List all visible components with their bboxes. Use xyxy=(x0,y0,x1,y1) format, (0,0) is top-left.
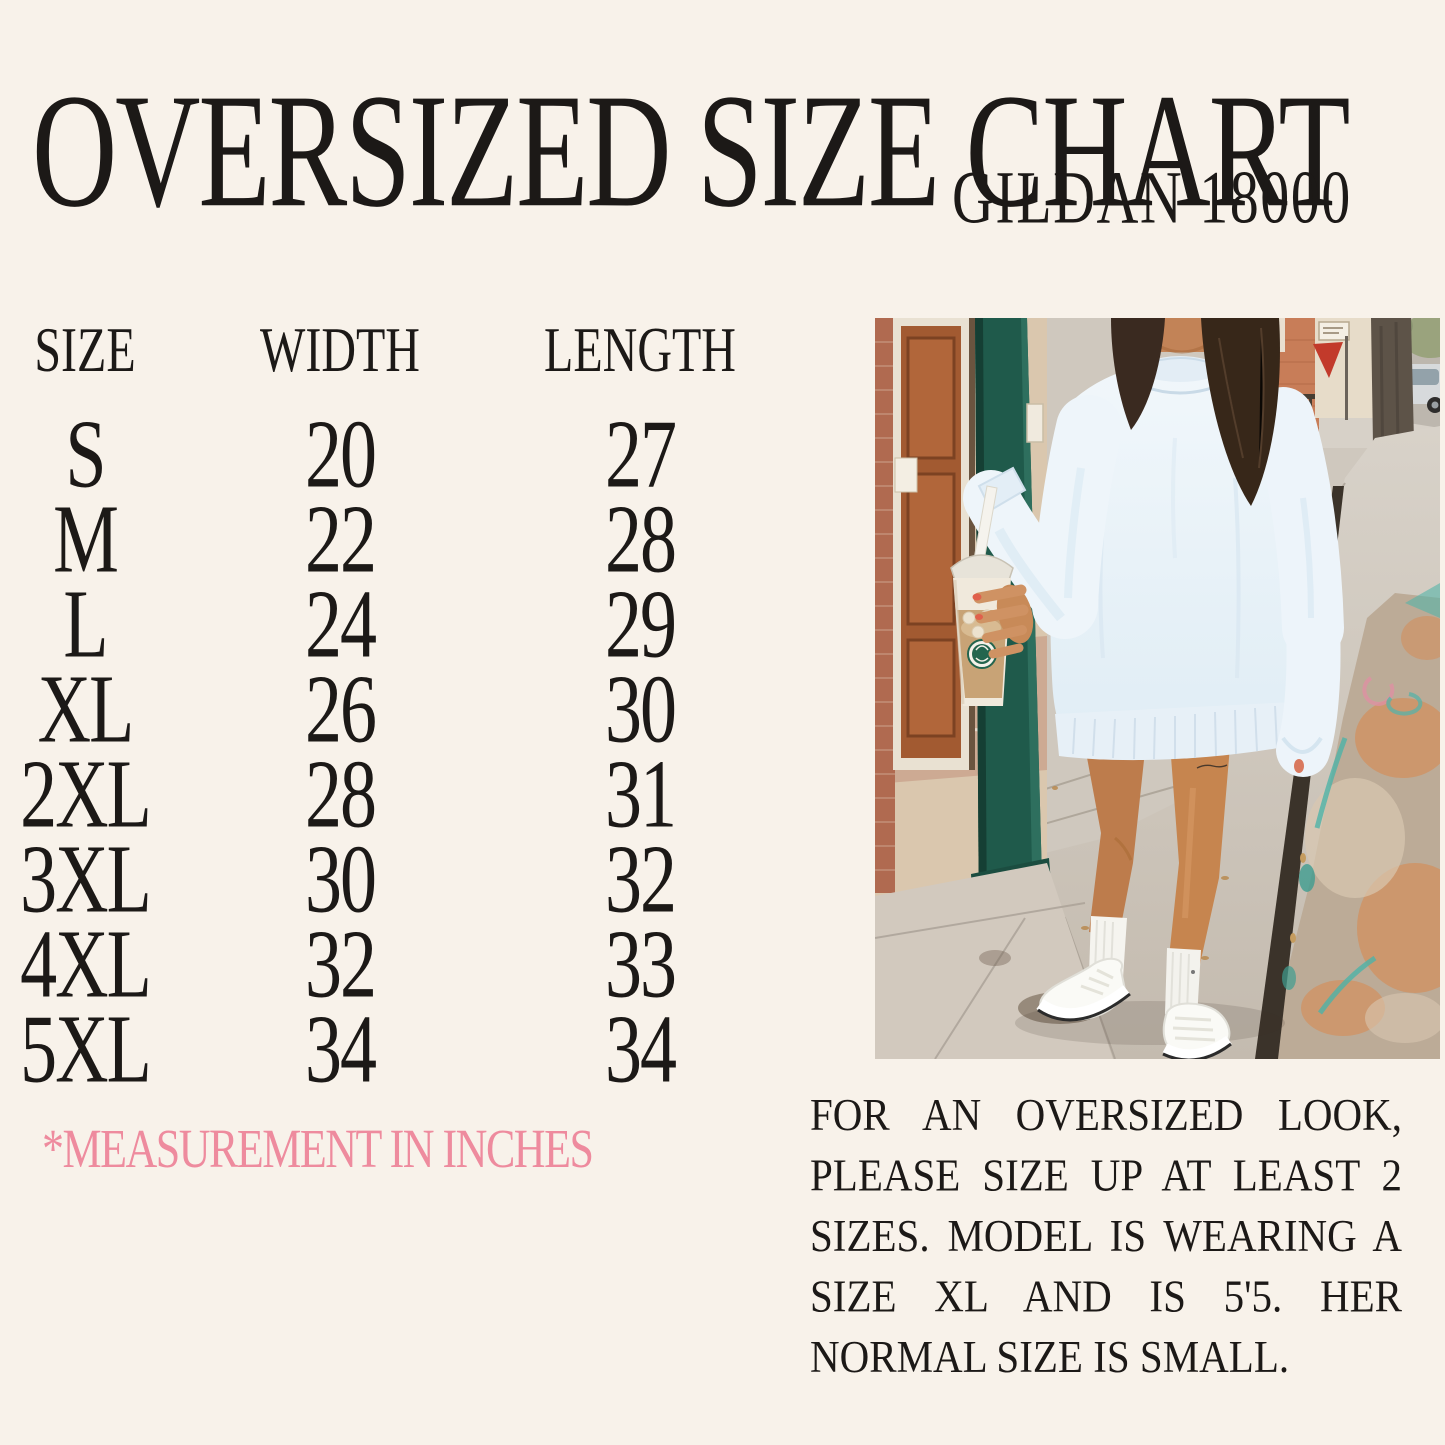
size-label: S xyxy=(65,400,106,509)
wall-sign xyxy=(1026,403,1044,443)
width-value: 26 xyxy=(305,655,377,764)
size-label: M xyxy=(53,485,119,594)
flagstone-patch xyxy=(1265,583,1440,1059)
length-value: 33 xyxy=(605,910,677,1019)
nail-polish xyxy=(972,593,982,601)
page-title: OVERSIZED SIZE CHART xyxy=(32,60,1350,242)
thigh-tattoo xyxy=(1196,764,1228,769)
length-value: 34 xyxy=(605,995,677,1104)
column-header-size: SIZE xyxy=(34,315,136,386)
sign-pole xyxy=(1345,336,1348,420)
width-value: 32 xyxy=(305,910,377,1019)
width-value: 24 xyxy=(305,570,377,679)
width-value: 20 xyxy=(305,400,377,509)
hair xyxy=(1111,318,1280,506)
measurement-note: *MEASUREMENT IN INCHES xyxy=(42,1118,594,1180)
red-awning xyxy=(1313,342,1343,378)
size-table-header: SIZE WIDTH LENGTH xyxy=(0,312,770,390)
chalk-drawing xyxy=(1362,676,1423,716)
length-value: 30 xyxy=(605,655,677,764)
size-label: 3XL xyxy=(20,825,152,934)
sneakers xyxy=(1036,957,1232,1059)
hand xyxy=(972,584,1034,659)
wood-door xyxy=(893,318,975,770)
size-label: 5XL xyxy=(20,995,152,1104)
width-value: 34 xyxy=(305,995,377,1104)
product-subtitle: GILDAN 18000 xyxy=(952,154,1352,240)
width-value: 28 xyxy=(305,740,377,849)
size-label: 4XL xyxy=(20,910,152,1019)
width-value: 22 xyxy=(305,485,377,594)
size-label: L xyxy=(63,570,108,679)
model-photo xyxy=(875,318,1440,1059)
column-header-width: WIDTH xyxy=(260,315,420,386)
model xyxy=(950,318,1344,1059)
size-label: 2XL xyxy=(20,740,152,849)
fit-note: FOR AN OVERSIZED LOOK, PLEASE SIZE UP AT… xyxy=(810,1088,1402,1382)
size-label: XL xyxy=(37,655,135,764)
size-table-body: S 20 27 M 22 28 L 24 29 XL 26 30 2XL 28 … xyxy=(0,400,770,1104)
dome-lid xyxy=(950,554,1014,581)
model-photo-illustration xyxy=(875,318,1440,1059)
column-header-length: LENGTH xyxy=(544,315,736,386)
length-value: 28 xyxy=(605,485,677,594)
length-value: 29 xyxy=(605,570,677,679)
length-value: 32 xyxy=(605,825,677,934)
length-value: 31 xyxy=(605,740,677,849)
legs xyxy=(1083,730,1231,978)
length-value: 27 xyxy=(605,400,677,509)
width-value: 30 xyxy=(305,825,377,934)
